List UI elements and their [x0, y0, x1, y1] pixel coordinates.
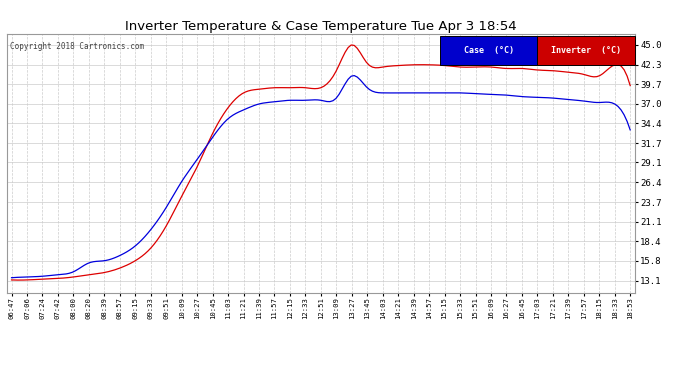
Title: Inverter Temperature & Case Temperature Tue Apr 3 18:54: Inverter Temperature & Case Temperature …	[125, 20, 517, 33]
FancyBboxPatch shape	[538, 36, 635, 65]
Text: Copyright 2018 Cartronics.com: Copyright 2018 Cartronics.com	[10, 42, 144, 51]
FancyBboxPatch shape	[440, 36, 538, 65]
Text: Inverter  (°C): Inverter (°C)	[551, 46, 621, 55]
Text: Case  (°C): Case (°C)	[464, 46, 514, 55]
